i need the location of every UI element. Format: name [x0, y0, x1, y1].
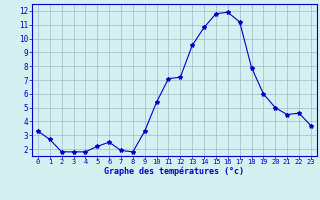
X-axis label: Graphe des températures (°c): Graphe des températures (°c)	[104, 167, 244, 176]
